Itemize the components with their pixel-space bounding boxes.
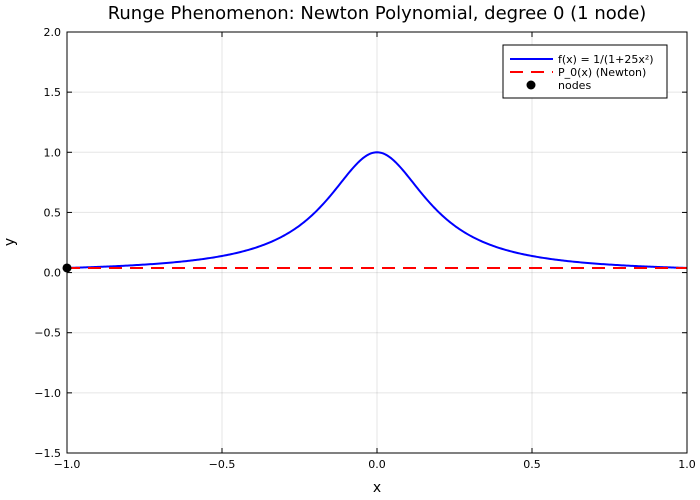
y-tick-label: 1.5 [44, 86, 62, 99]
legend: f(x) = 1/(1+25x²) P_0(x) (Newton) nodes [502, 44, 668, 99]
ticks: −1.0 −0.5 0.0 0.5 1.0−1.5−1.0−0.50.00.51.01.… [34, 26, 695, 471]
x-axis-label: x [373, 480, 381, 496]
chart-title: Runge Phenomenon: Newton Polynomial, deg… [108, 3, 647, 24]
legend-swatch-nodes [526, 80, 536, 90]
x-tick-label: 0.5 [523, 458, 541, 471]
y-tick-label: 0.0 [44, 267, 62, 280]
plot-frame [66, 31, 688, 454]
x-tick-label: −1.0 [54, 458, 81, 471]
x-tick-label: 0.0 [368, 458, 386, 471]
y-tick-label: −1.5 [34, 447, 61, 460]
y-tick-label: 2.0 [44, 26, 62, 39]
y-tick-label: 1.0 [44, 146, 62, 159]
y-axis-label: y [2, 238, 18, 246]
y-tick-label: −0.5 [34, 327, 61, 340]
y-tick-label: −1.0 [34, 387, 61, 400]
x-tick-label: −0.5 [209, 458, 236, 471]
x-tick-label: 1.0 [678, 458, 696, 471]
series-line-f [66, 151, 688, 269]
legend-label-nodes: nodes [558, 79, 591, 92]
legend-label-f: f(x) = 1/(1+25x²) [558, 53, 654, 66]
y-tick-label: 0.5 [44, 206, 62, 219]
legend-label-p0: P_0(x) (Newton) [558, 66, 646, 79]
